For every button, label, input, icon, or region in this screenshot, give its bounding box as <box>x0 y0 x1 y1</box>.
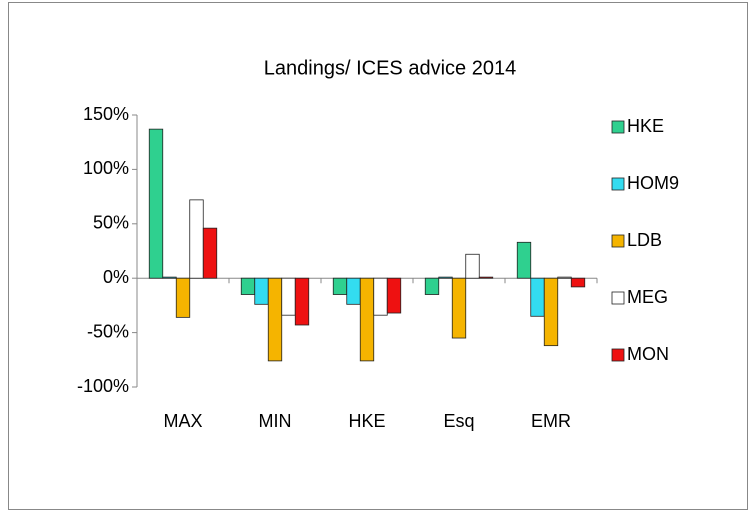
bar <box>189 199 204 279</box>
bar <box>240 277 256 295</box>
legend-swatch <box>611 234 625 248</box>
bar <box>465 253 480 279</box>
bar <box>148 128 164 279</box>
y-tick-label: 150% <box>83 104 129 124</box>
bar <box>202 227 218 279</box>
legend-swatch <box>611 177 625 191</box>
bar <box>570 277 586 288</box>
bar <box>162 276 177 279</box>
x-tick-label: HKE <box>348 411 385 431</box>
legend-swatch <box>611 291 625 305</box>
legend-label: MON <box>627 344 669 364</box>
legend-label: HOM9 <box>627 173 679 193</box>
x-tick-label: EMR <box>531 411 571 431</box>
bar <box>267 277 283 362</box>
bar <box>478 276 494 279</box>
x-tick-label: MAX <box>163 411 202 431</box>
bar <box>373 277 388 316</box>
legend-label: HKE <box>627 116 664 136</box>
bar <box>175 277 191 318</box>
bar <box>254 277 269 305</box>
y-tick-label: -100% <box>77 376 129 396</box>
chart-frame <box>8 2 748 510</box>
bar <box>332 277 348 295</box>
bar <box>281 277 296 316</box>
bar <box>346 277 361 305</box>
bar <box>543 277 559 347</box>
x-tick-label: Esq <box>443 411 474 431</box>
legend-label: LDB <box>627 230 662 250</box>
y-tick-label: -50% <box>87 321 129 341</box>
bar <box>516 241 532 279</box>
bar <box>359 277 375 362</box>
y-tick-label: 0% <box>103 267 129 287</box>
x-tick-label: MIN <box>259 411 292 431</box>
bar <box>557 276 572 279</box>
y-tick-label: 50% <box>93 213 129 233</box>
legend-swatch <box>611 120 625 134</box>
bar <box>530 277 545 317</box>
y-tick-label: 100% <box>83 158 129 178</box>
bar <box>294 277 310 326</box>
bar <box>424 277 440 295</box>
bar <box>451 277 467 339</box>
legend-swatch <box>611 348 625 362</box>
bar <box>438 276 453 279</box>
chart-title: Landings/ ICES advice 2014 <box>264 57 516 79</box>
bar <box>386 277 402 314</box>
legend-label: MEG <box>627 287 668 307</box>
